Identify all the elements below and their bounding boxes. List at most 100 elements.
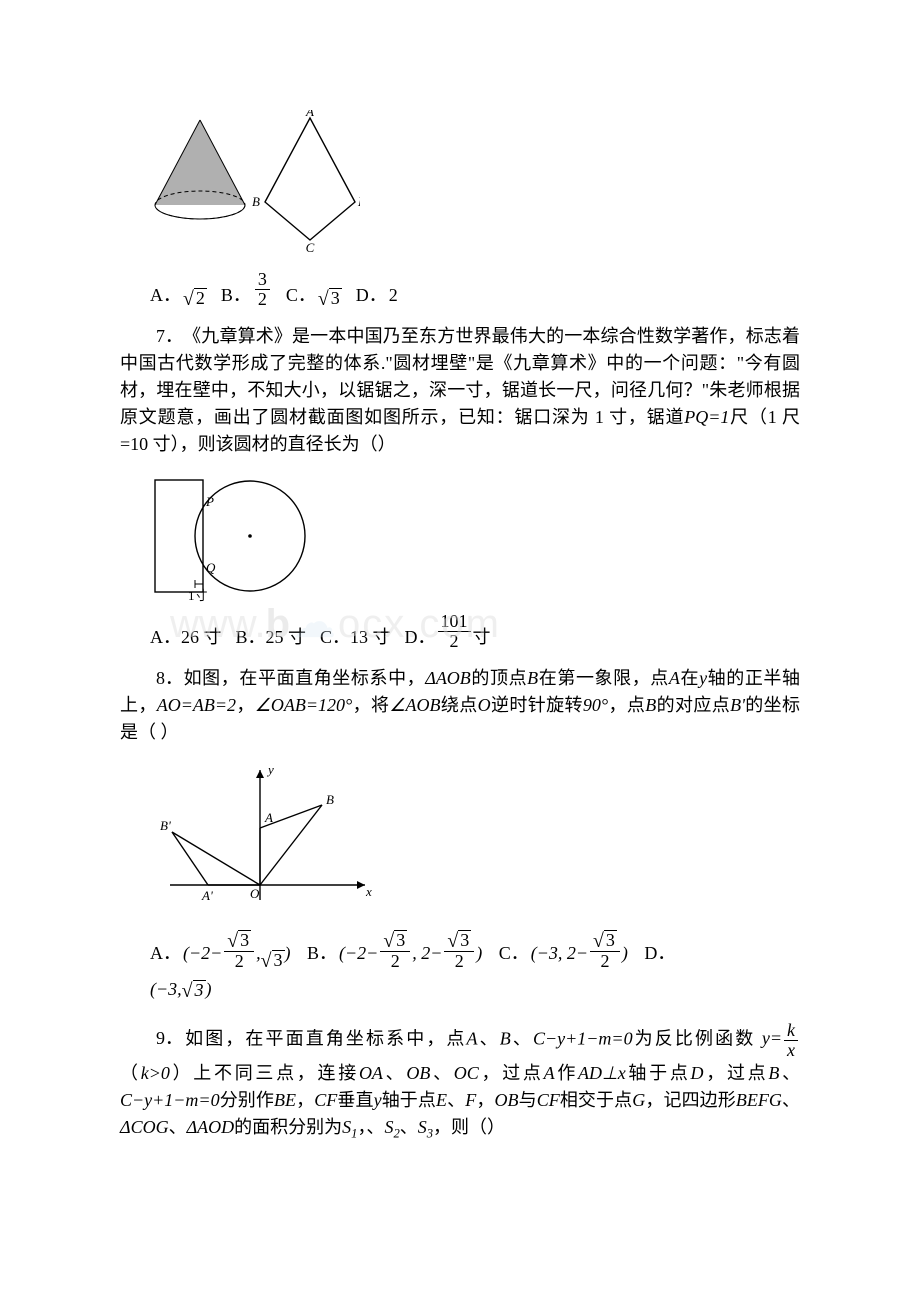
label-O: O <box>250 886 260 901</box>
p9-s2: 、 <box>511 1028 533 1048</box>
problem8-num: 8． <box>120 665 183 692</box>
p9-to: ，则（） <box>433 1117 505 1137</box>
p8B-lead: (−2− <box>339 935 378 971</box>
p8-tri: ΔAOB <box>425 668 471 688</box>
label-P: P <box>205 494 214 509</box>
p9-tl: 相交于点 <box>560 1090 633 1110</box>
p9-CF: CF <box>314 1090 337 1110</box>
sqrt-3: √3 <box>318 288 342 309</box>
label-y: y <box>266 762 274 777</box>
p9-dCOG: ΔCOG <box>120 1117 169 1137</box>
p9-BEFG: BEFG <box>736 1090 782 1110</box>
opt-label: A． <box>150 282 181 309</box>
p9-tn: 的面积分别为 <box>234 1117 342 1137</box>
opt-suffix: 寸 <box>473 624 491 651</box>
p9-G: G <box>632 1090 645 1110</box>
p9-OC: OC <box>454 1063 479 1083</box>
label-D: D <box>357 194 360 209</box>
option-8A: A． (−2−√32,√3) <box>150 930 291 971</box>
label-B: B <box>252 194 260 209</box>
p8-ta: 如图，在平面直角坐标系中， <box>183 668 425 688</box>
problem8: 8．如图，在平面直角坐标系中，ΔAOB的顶点B在第一象限，点A在y轴的正半轴上，… <box>120 665 800 746</box>
label-1cun: 1寸 <box>188 588 208 602</box>
p9-CF2: CF <box>537 1090 560 1110</box>
option-8C: C． (−3, 2−√32) <box>499 930 628 971</box>
option-7D: D． 101 2 寸 <box>405 612 491 651</box>
wall-rect <box>155 480 203 592</box>
option-7B: B．25 寸 <box>236 624 307 651</box>
p8-B2: B <box>645 695 656 715</box>
problem9: 9．如图，在平面直角坐标系中，点A、B、C−y+1−m=0为反比例函数 y=kx… <box>120 1021 800 1143</box>
p9-yeq: y= <box>762 1028 782 1048</box>
p8-tb: 的顶点 <box>471 668 527 688</box>
p9-OA: OA <box>359 1063 383 1083</box>
opt-label: C． <box>286 282 316 309</box>
p9-frac-kx: kx <box>784 1021 798 1060</box>
p9-kgt0: k>0 <box>141 1063 170 1083</box>
p8C-frac: √32 <box>590 930 620 971</box>
p9-tg: ，过点 <box>704 1063 769 1083</box>
y-arrow <box>256 770 264 778</box>
p8B-frac1: √32 <box>380 930 410 971</box>
p9-ADx: AD⊥x <box>578 1063 626 1083</box>
rhombus <box>265 118 355 240</box>
opt-label: D． <box>356 282 387 309</box>
p9-s6: 、 <box>447 1090 465 1110</box>
p9-s5: 、 <box>779 1063 800 1083</box>
p8-O: O <box>478 695 491 715</box>
p9-comma2: ， <box>476 1090 494 1110</box>
p9-F: F <box>465 1090 476 1110</box>
p8-tc: 在第一象限，点 <box>538 668 669 688</box>
p9-tc: 上不同三点，连接 <box>193 1063 359 1083</box>
problem7-figure: P Q 1寸 <box>150 472 800 602</box>
p8-aoab: AO=AB=2 <box>157 695 236 715</box>
p9-comma: ， <box>296 1090 314 1110</box>
p9-OB2: OB <box>494 1090 518 1110</box>
p8B-close: ) <box>476 935 482 971</box>
p9-s8: 、 <box>169 1117 187 1137</box>
circle-center <box>248 534 252 538</box>
p9-y2: y <box>374 1090 382 1110</box>
cone-shade <box>155 120 245 205</box>
cone-base-front <box>155 205 245 219</box>
p8A-close: ) <box>285 935 291 971</box>
p9-td: ，过点 <box>479 1063 544 1083</box>
label-C: C <box>306 240 315 255</box>
p8-oab120: ∠OAB=120° <box>255 695 352 715</box>
p9-expr1: C−y+1−m=0 <box>533 1028 633 1048</box>
p9-D: D <box>691 1063 704 1083</box>
label-Ap: A' <box>201 888 213 903</box>
p9-A2: A <box>544 1063 555 1083</box>
p8B-mid: , 2− <box>412 935 442 971</box>
frac-3-2: 3 2 <box>255 270 270 309</box>
option-8D-value: (−3,√3) <box>150 979 212 999</box>
p9-B: B <box>500 1028 511 1048</box>
label-Bp: B' <box>160 818 171 833</box>
p9-BE: BE <box>274 1090 296 1110</box>
p8-B: B <box>527 668 538 688</box>
option-7A: A．26 寸 <box>150 624 222 651</box>
p8-Bp: B' <box>730 695 745 715</box>
p8-tg: 绕点 <box>441 695 478 715</box>
OBp <box>172 832 260 885</box>
p9-S1: S <box>342 1117 351 1137</box>
label-x: x <box>365 884 372 899</box>
p9-pk2: ） <box>170 1063 193 1083</box>
problem8-figure: y x O A B A' B' <box>150 760 800 920</box>
label-B: B <box>326 792 334 807</box>
opt-value: 2 <box>389 282 398 309</box>
p9-E: E <box>436 1090 447 1110</box>
p8-tj: 的对应点 <box>656 695 730 715</box>
p8-tf: ，将 <box>352 695 389 715</box>
problem6-figure: A B C D <box>150 110 800 260</box>
p8-td: 在 <box>680 668 699 688</box>
problem7: 7．《九章算术》是一本中国乃至东方世界最伟大的一本综合性数学著作，标志着中国古代… <box>120 323 800 458</box>
p9-s3: 、 <box>383 1063 406 1083</box>
p9-ti: 垂直 <box>337 1090 373 1110</box>
p8C-lead: (−3, 2− <box>531 935 588 971</box>
p9-pk: （ <box>120 1063 141 1083</box>
p8-A: A <box>669 668 680 688</box>
ApBp <box>172 832 208 885</box>
p9-B2: B <box>768 1063 779 1083</box>
p9-te: 作 <box>555 1063 578 1083</box>
